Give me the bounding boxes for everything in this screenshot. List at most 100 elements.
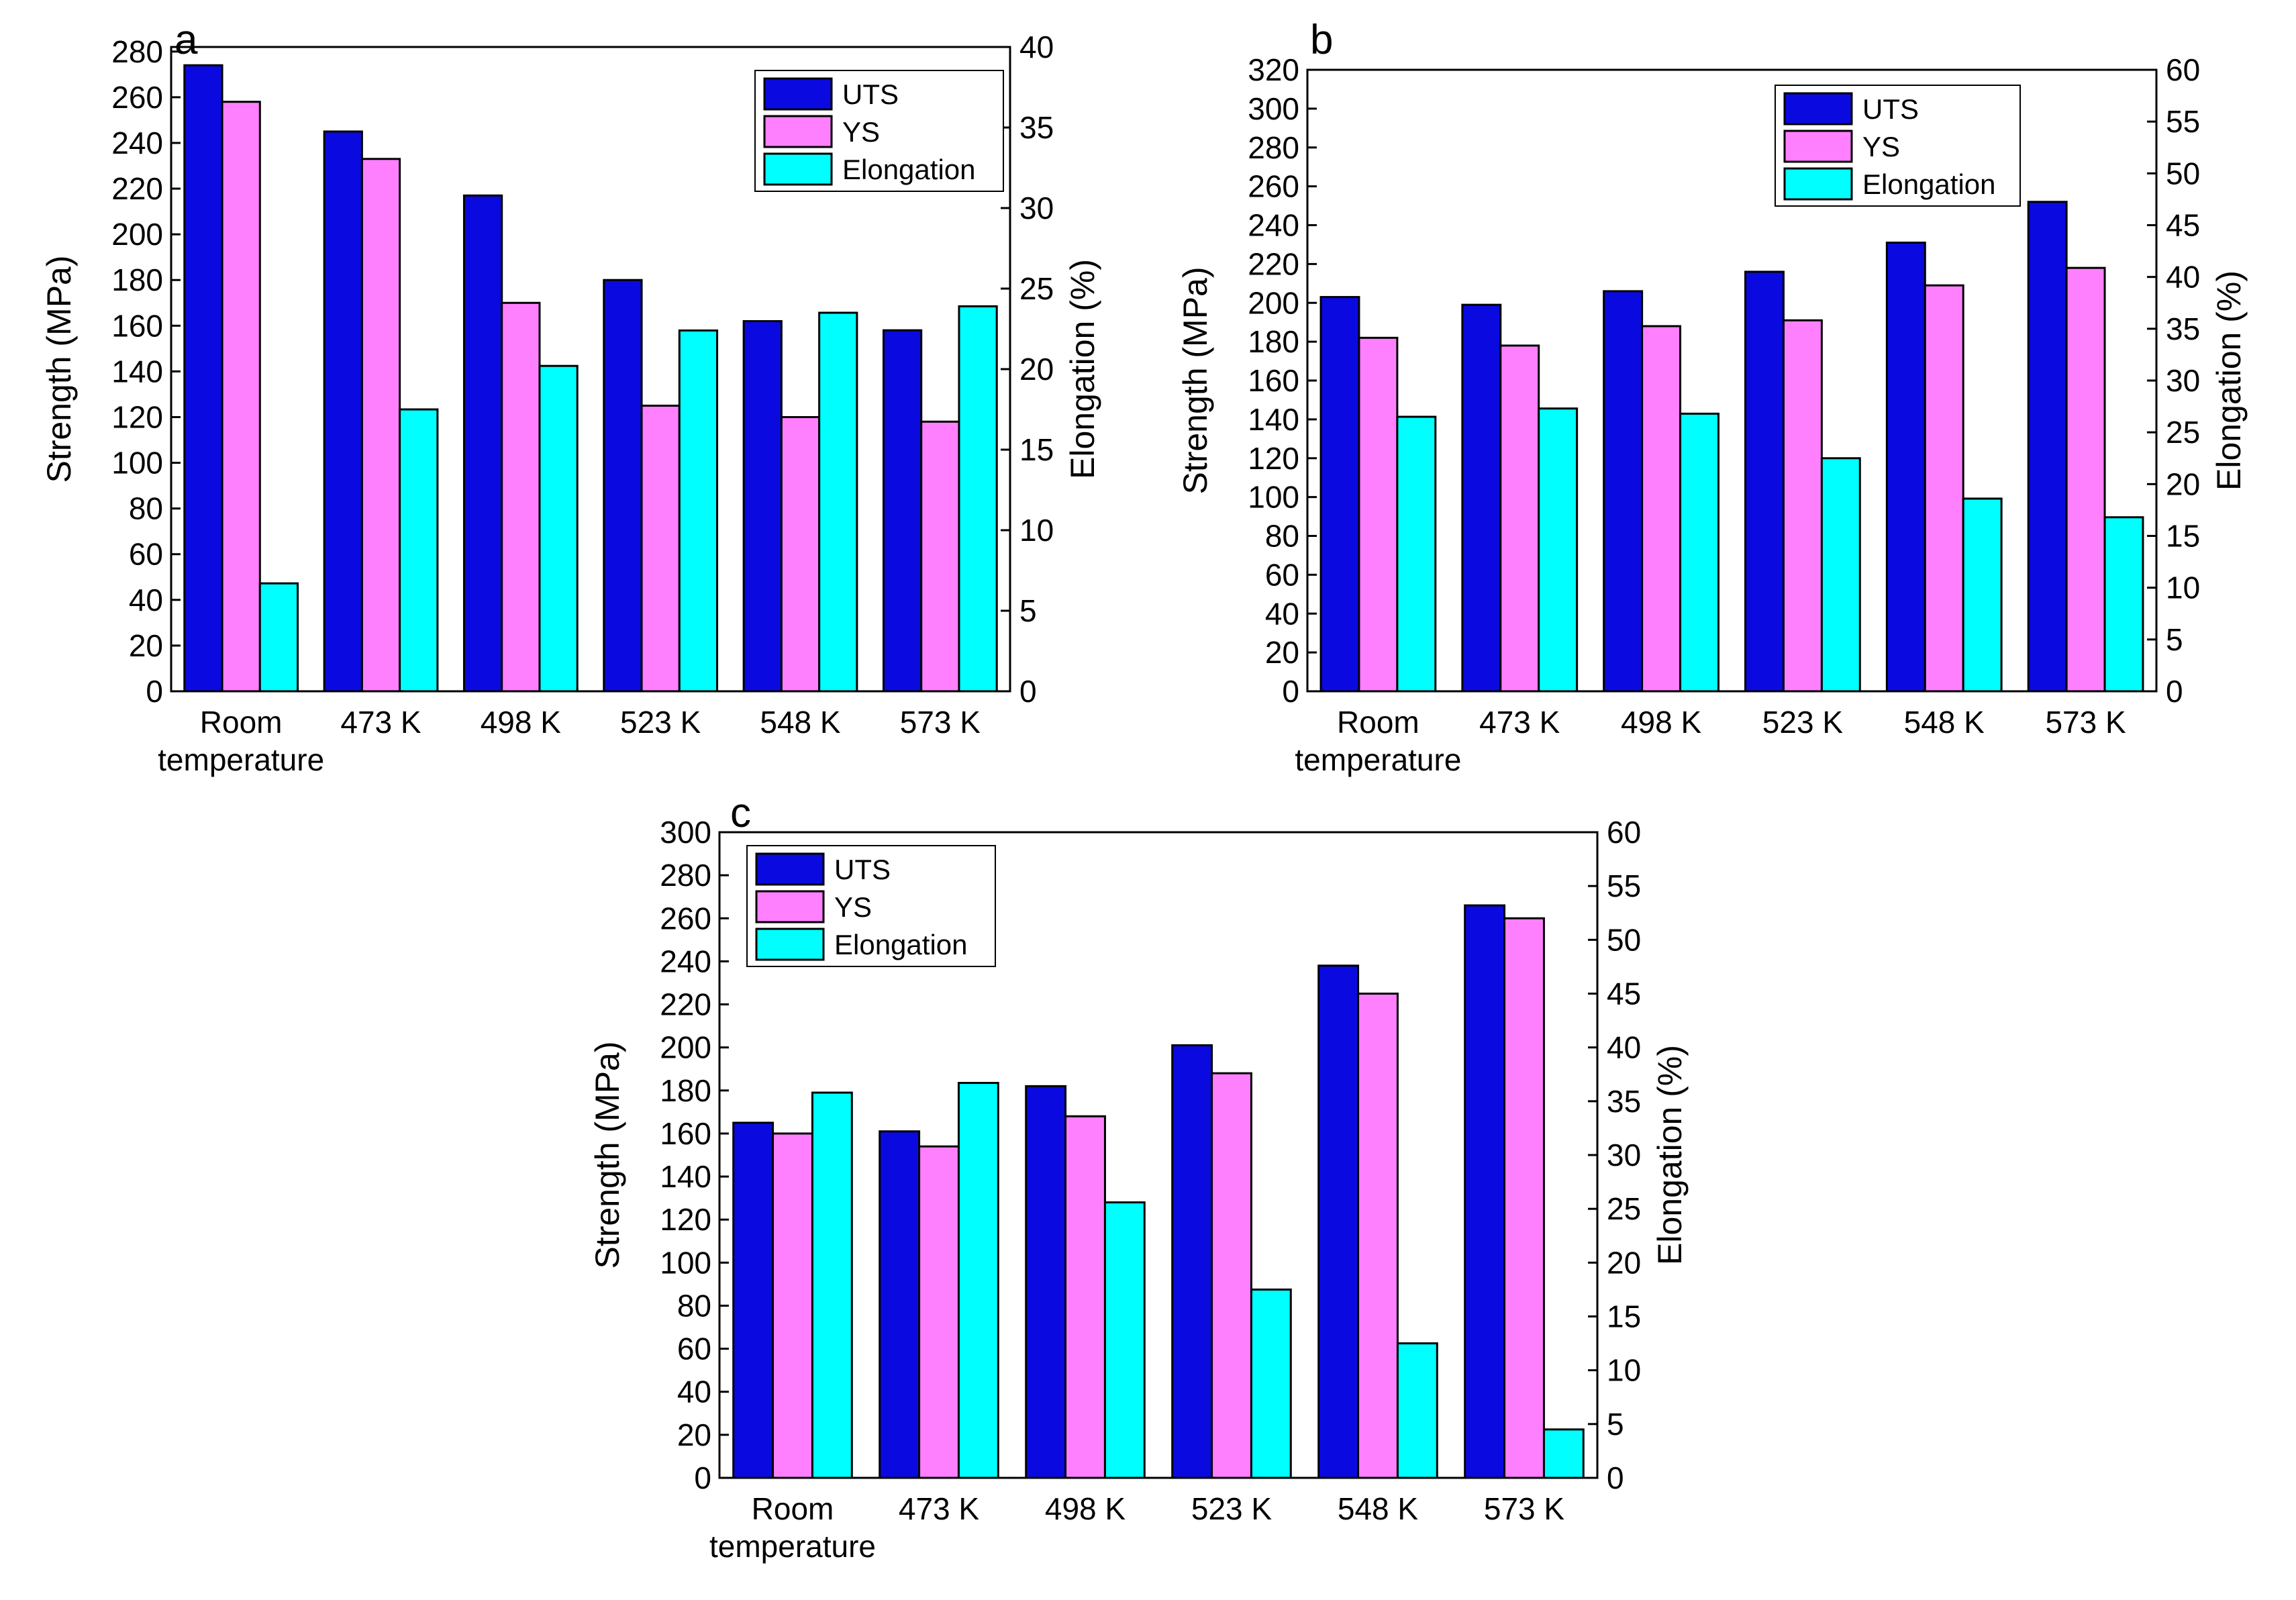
bar-c-ys-3 (1211, 1072, 1252, 1479)
y2tick-label-b-0: 0 (2166, 674, 2183, 709)
bar-c-ys-5 (1503, 917, 1545, 1479)
ytick-label-a-140: 140 (111, 354, 163, 389)
bar-a-elongation-1 (399, 408, 439, 693)
y2tick-label-b-10: 10 (2166, 570, 2200, 605)
bar-b-uts-2 (1603, 290, 1644, 693)
y2tick-label-a-30: 30 (1019, 191, 1054, 226)
y2tick-label-a-15: 15 (1019, 432, 1054, 467)
category-label-c-2: 498 K (1045, 1491, 1126, 1526)
ylabel-c: Strength (MPa) (589, 1041, 626, 1268)
y2tick-label-b-40: 40 (2166, 260, 2200, 295)
ytick-label-c-160: 160 (660, 1116, 711, 1151)
ytick-label-c-20: 20 (677, 1417, 711, 1452)
y2tick-label-c-0: 0 (1607, 1460, 1624, 1495)
legend-label-b-elongation: Elongation (1862, 168, 1996, 200)
y2tick-label-c-50: 50 (1607, 922, 1641, 957)
ytick-label-a-120: 120 (111, 399, 163, 434)
ytick-label-c-0: 0 (694, 1460, 711, 1495)
category-label-a-1: 473 K (340, 705, 421, 740)
ytick-label-c-80: 80 (677, 1288, 711, 1323)
bar-c-uts-4 (1317, 964, 1360, 1479)
y2tick-label-b-5: 5 (2166, 622, 2183, 657)
ytick-label-c-280: 280 (660, 858, 711, 893)
y2tick-label-a-35: 35 (1019, 110, 1054, 145)
bar-c-elongation-3 (1250, 1288, 1292, 1479)
ytick-label-a-160: 160 (111, 308, 163, 343)
ytick-label-b-320: 320 (1248, 52, 1299, 87)
category-label-a-4: 548 K (760, 705, 841, 740)
ylabel-a: Strength (MPa) (40, 255, 78, 483)
category-label-b-4: 548 K (1904, 705, 1985, 740)
legend-label-b-ys: YS (1862, 131, 1900, 162)
ytick-label-c-240: 240 (660, 944, 711, 979)
ytick-label-a-80: 80 (129, 491, 163, 526)
category-label-b-5: 573 K (2045, 705, 2126, 740)
bar-a-ys-5 (920, 420, 960, 693)
category-label-a-0-1: temperature (158, 742, 324, 777)
bar-a-ys-1 (360, 158, 401, 693)
bar-b-uts-5 (2027, 201, 2068, 693)
bar-c-ys-0 (772, 1132, 813, 1479)
y2tick-label-c-20: 20 (1607, 1245, 1641, 1280)
legend-swatch-c-uts (755, 852, 825, 886)
ytick-label-c-300: 300 (660, 815, 711, 850)
bar-a-ys-0 (221, 101, 261, 693)
bar-a-ys-3 (640, 404, 681, 693)
y2tick-label-c-35: 35 (1607, 1084, 1641, 1119)
legend-label-c-ys: YS (834, 891, 872, 923)
panel-a: a020406080100120140160180200220240260280… (40, 17, 1101, 777)
panel-label-a: a (174, 17, 198, 63)
y2tick-label-b-45: 45 (2166, 208, 2200, 243)
category-label-b-3: 523 K (1762, 705, 1844, 740)
category-label-b-1: 473 K (1479, 705, 1560, 740)
y2tick-label-b-30: 30 (2166, 363, 2200, 398)
bar-a-ys-4 (780, 415, 821, 693)
bar-a-uts-3 (603, 279, 643, 693)
legend-label-b-uts: UTS (1862, 93, 1919, 125)
ytick-label-c-140: 140 (660, 1159, 711, 1194)
ytick-label-b-40: 40 (1265, 596, 1299, 631)
bar-b-ys-4 (1924, 284, 1964, 693)
bar-c-ys-1 (918, 1145, 960, 1479)
bar-b-ys-2 (1641, 325, 1682, 693)
bar-b-uts-1 (1461, 303, 1502, 693)
bar-b-elongation-3 (1820, 457, 1861, 693)
bar-c-ys-2 (1064, 1115, 1106, 1479)
bar-b-elongation-2 (1679, 412, 1719, 693)
bar-a-uts-1 (323, 130, 363, 693)
y2label-a: Elongation (%) (1064, 259, 1101, 479)
category-label-a-2: 498 K (481, 705, 562, 740)
y2tick-label-a-40: 40 (1019, 30, 1054, 64)
bar-a-elongation-3 (678, 329, 719, 693)
bar-c-elongation-4 (1396, 1342, 1438, 1479)
bar-a-elongation-2 (538, 364, 579, 693)
ytick-label-a-180: 180 (111, 262, 163, 297)
legend-swatch-b-elongation (1783, 167, 1853, 201)
y2tick-label-c-30: 30 (1607, 1138, 1641, 1172)
legend-swatch-a-uts (763, 77, 833, 111)
legend-c: UTS YS Elongation (746, 845, 996, 967)
legend-swatch-c-elongation (755, 928, 825, 961)
bar-b-uts-0 (1319, 296, 1360, 693)
legend-swatch-b-ys (1783, 130, 1853, 163)
category-label-c-5: 573 K (1484, 1491, 1565, 1526)
bar-a-elongation-5 (958, 305, 998, 693)
y2tick-label-b-15: 15 (2166, 519, 2200, 554)
y2label-b: Elongation (%) (2210, 270, 2248, 491)
category-label-a-0-0: Room (200, 705, 283, 740)
category-label-b-2: 498 K (1621, 705, 1702, 740)
category-label-b-0-1: temperature (1295, 742, 1461, 777)
ytick-label-a-220: 220 (111, 171, 163, 206)
legend-label-c-elongation: Elongation (834, 929, 968, 960)
bar-c-elongation-2 (1103, 1201, 1146, 1479)
bar-c-uts-3 (1171, 1044, 1213, 1479)
bar-c-elongation-5 (1542, 1428, 1585, 1479)
y2tick-label-c-5: 5 (1607, 1407, 1624, 1442)
ytick-label-c-100: 100 (660, 1245, 711, 1280)
category-label-b-0-0: Room (1337, 705, 1419, 740)
ytick-label-c-180: 180 (660, 1073, 711, 1108)
bar-b-elongation-4 (1962, 497, 2003, 693)
bar-a-ys-2 (501, 301, 541, 693)
legend-swatch-a-ys (763, 115, 833, 148)
